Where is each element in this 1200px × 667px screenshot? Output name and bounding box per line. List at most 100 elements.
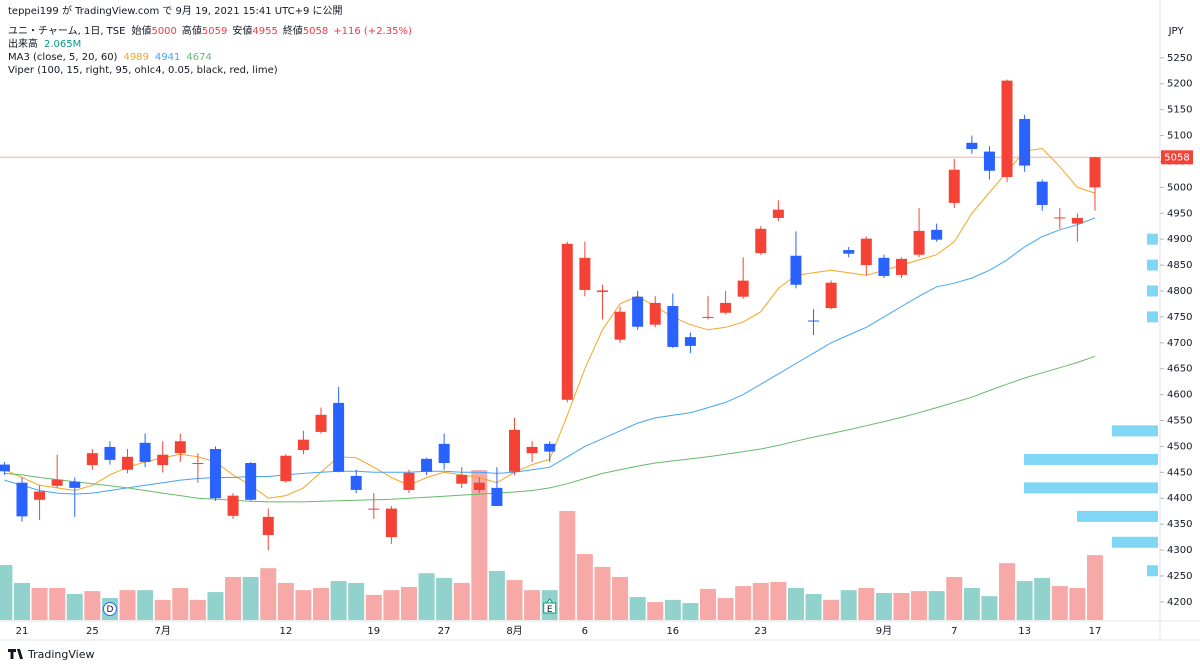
- volume-bar: [242, 576, 259, 620]
- y-tick-label: 4750: [1167, 312, 1192, 323]
- volume-bar: [418, 573, 435, 620]
- symbol: ユニ・チャーム, 1日, TSE: [8, 25, 125, 37]
- volume-bar: [1069, 587, 1086, 620]
- candle-body: [157, 454, 169, 466]
- volume-bar: [471, 470, 488, 620]
- header: teppei199 が TradingView.com で 9月 19, 202…: [8, 4, 1184, 76]
- high-label: 高値: [182, 24, 202, 37]
- y-tick-label: 4600: [1167, 390, 1192, 401]
- volume-bar: [576, 554, 593, 620]
- candle-body: [895, 258, 907, 275]
- candle-body: [1054, 217, 1066, 219]
- volume-bar: [436, 577, 453, 620]
- profile-bar: [1147, 311, 1158, 323]
- published: teppei199 が TradingView.com で 9月 19, 202…: [8, 4, 343, 17]
- volume-bar: [488, 570, 505, 620]
- candle-body: [596, 290, 608, 293]
- x-tick-label: 25: [86, 626, 99, 637]
- ma-value: 4674: [186, 52, 211, 63]
- volume-bar: [928, 591, 945, 620]
- candle-body: [297, 439, 309, 451]
- volume-bar: [137, 590, 154, 620]
- candle-body: [755, 228, 767, 254]
- y-tick-label: 4250: [1167, 571, 1192, 582]
- candle-body: [174, 441, 186, 454]
- candle-body: [509, 429, 521, 472]
- candle-body: [983, 151, 995, 171]
- candle-body: [315, 414, 327, 432]
- volume-bar: [383, 590, 400, 620]
- profile-bar: [1077, 510, 1158, 522]
- candle-body: [491, 487, 503, 507]
- volume-bar: [893, 592, 910, 620]
- candle-body: [262, 516, 274, 536]
- profile-bar: [1112, 425, 1158, 437]
- y-tick-label: 4800: [1167, 286, 1192, 297]
- candle-body: [139, 442, 151, 462]
- candle-body: [649, 302, 661, 325]
- x-tick-label: 27: [438, 626, 451, 637]
- volume-bar: [805, 593, 822, 620]
- y-tick-label: 4500: [1167, 441, 1192, 452]
- candle-body: [931, 229, 943, 240]
- volume-bar: [207, 592, 224, 620]
- volume-bar: [823, 599, 840, 620]
- candle-body: [808, 320, 820, 322]
- candle-body: [526, 446, 538, 454]
- candle-body: [245, 463, 257, 500]
- x-tick-label: 19: [367, 626, 380, 637]
- volume-title: 出来高: [8, 37, 38, 50]
- y-tick-label: 4200: [1167, 597, 1192, 608]
- volume-bar: [594, 566, 611, 620]
- volume-bar: [787, 587, 804, 620]
- x-tick-label: 13: [1018, 626, 1031, 637]
- volume-bar: [1016, 581, 1033, 620]
- open-value: 5000: [151, 26, 176, 37]
- candle-body: [948, 169, 960, 203]
- candle-body: [0, 464, 10, 472]
- event-marker: [543, 598, 557, 614]
- x-tick-label: 16: [666, 626, 679, 637]
- profile-bar: [1112, 536, 1158, 548]
- candle-body: [860, 238, 872, 266]
- candle-body: [579, 257, 591, 290]
- y-tick-label: 4550: [1167, 416, 1192, 427]
- ma-line: MA3 (close, 5, 20, 60) 4989 4941 4674: [8, 52, 212, 63]
- y-tick-label: 4700: [1167, 338, 1192, 349]
- volume-bar: [348, 582, 365, 620]
- ma-title: MA3 (close, 5, 20, 60): [8, 52, 118, 63]
- volume-bar: [664, 599, 681, 620]
- x-tick-label: 23: [754, 626, 767, 637]
- candle-body: [1071, 217, 1083, 224]
- volume-bar: [647, 602, 664, 620]
- candle-body: [34, 491, 46, 500]
- x-tick-label: 17: [1089, 626, 1102, 637]
- y-tick-label: 5250: [1167, 53, 1192, 64]
- volume-bar: [700, 588, 716, 620]
- x-tick-label: 12: [279, 626, 292, 637]
- open-label: 始値: [131, 24, 151, 37]
- candle-body: [350, 475, 362, 490]
- y-tick-label: 4450: [1167, 467, 1192, 478]
- candle-body: [456, 474, 468, 484]
- profile-bar: [1147, 233, 1158, 245]
- volume-bar: [84, 591, 101, 620]
- candle-body: [438, 443, 450, 464]
- candle-body: [421, 458, 433, 472]
- volume-bar: [770, 581, 787, 620]
- candle-body: [1001, 80, 1013, 177]
- volume-bar: [735, 586, 752, 620]
- candle-body: [632, 296, 644, 327]
- candle-body: [737, 280, 749, 297]
- candle-body: [209, 449, 221, 499]
- candle-body: [544, 443, 556, 452]
- ohlc-line: ユニ・チャーム, 1日, TSE 始値5000 高値5059 安値4955 終値5058…: [8, 24, 412, 37]
- volume-bar: [682, 603, 699, 620]
- candle-body: [843, 250, 855, 254]
- volume-bar: [858, 587, 875, 620]
- low-label: 安値: [232, 24, 252, 37]
- candle-body: [403, 472, 415, 490]
- x-tick-label: 7: [951, 626, 957, 637]
- candle-body: [1089, 157, 1101, 188]
- candle-body: [684, 337, 696, 346]
